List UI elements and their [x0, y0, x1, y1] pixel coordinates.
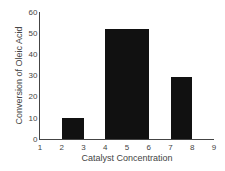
- svg-text:7: 7: [168, 143, 173, 152]
- svg-text:40: 40: [28, 50, 37, 59]
- svg-text:10: 10: [28, 114, 37, 123]
- svg-text:60: 60: [28, 8, 37, 17]
- svg-text:Conversion of Oleic Acid: Conversion of Oleic Acid: [14, 26, 24, 124]
- svg-text:20: 20: [28, 92, 37, 101]
- svg-text:4: 4: [103, 143, 108, 152]
- svg-text:5: 5: [125, 143, 130, 152]
- svg-text:50: 50: [28, 29, 37, 38]
- svg-text:9: 9: [212, 143, 217, 152]
- svg-text:3: 3: [81, 143, 86, 152]
- svg-text:6: 6: [147, 143, 152, 152]
- svg-text:1: 1: [38, 143, 43, 152]
- svg-text:30: 30: [28, 71, 37, 80]
- svg-text:Catalyst Concentration: Catalyst Concentration: [81, 153, 172, 163]
- svg-text:8: 8: [190, 143, 195, 152]
- svg-text:0: 0: [33, 135, 38, 144]
- svg-text:2: 2: [60, 143, 65, 152]
